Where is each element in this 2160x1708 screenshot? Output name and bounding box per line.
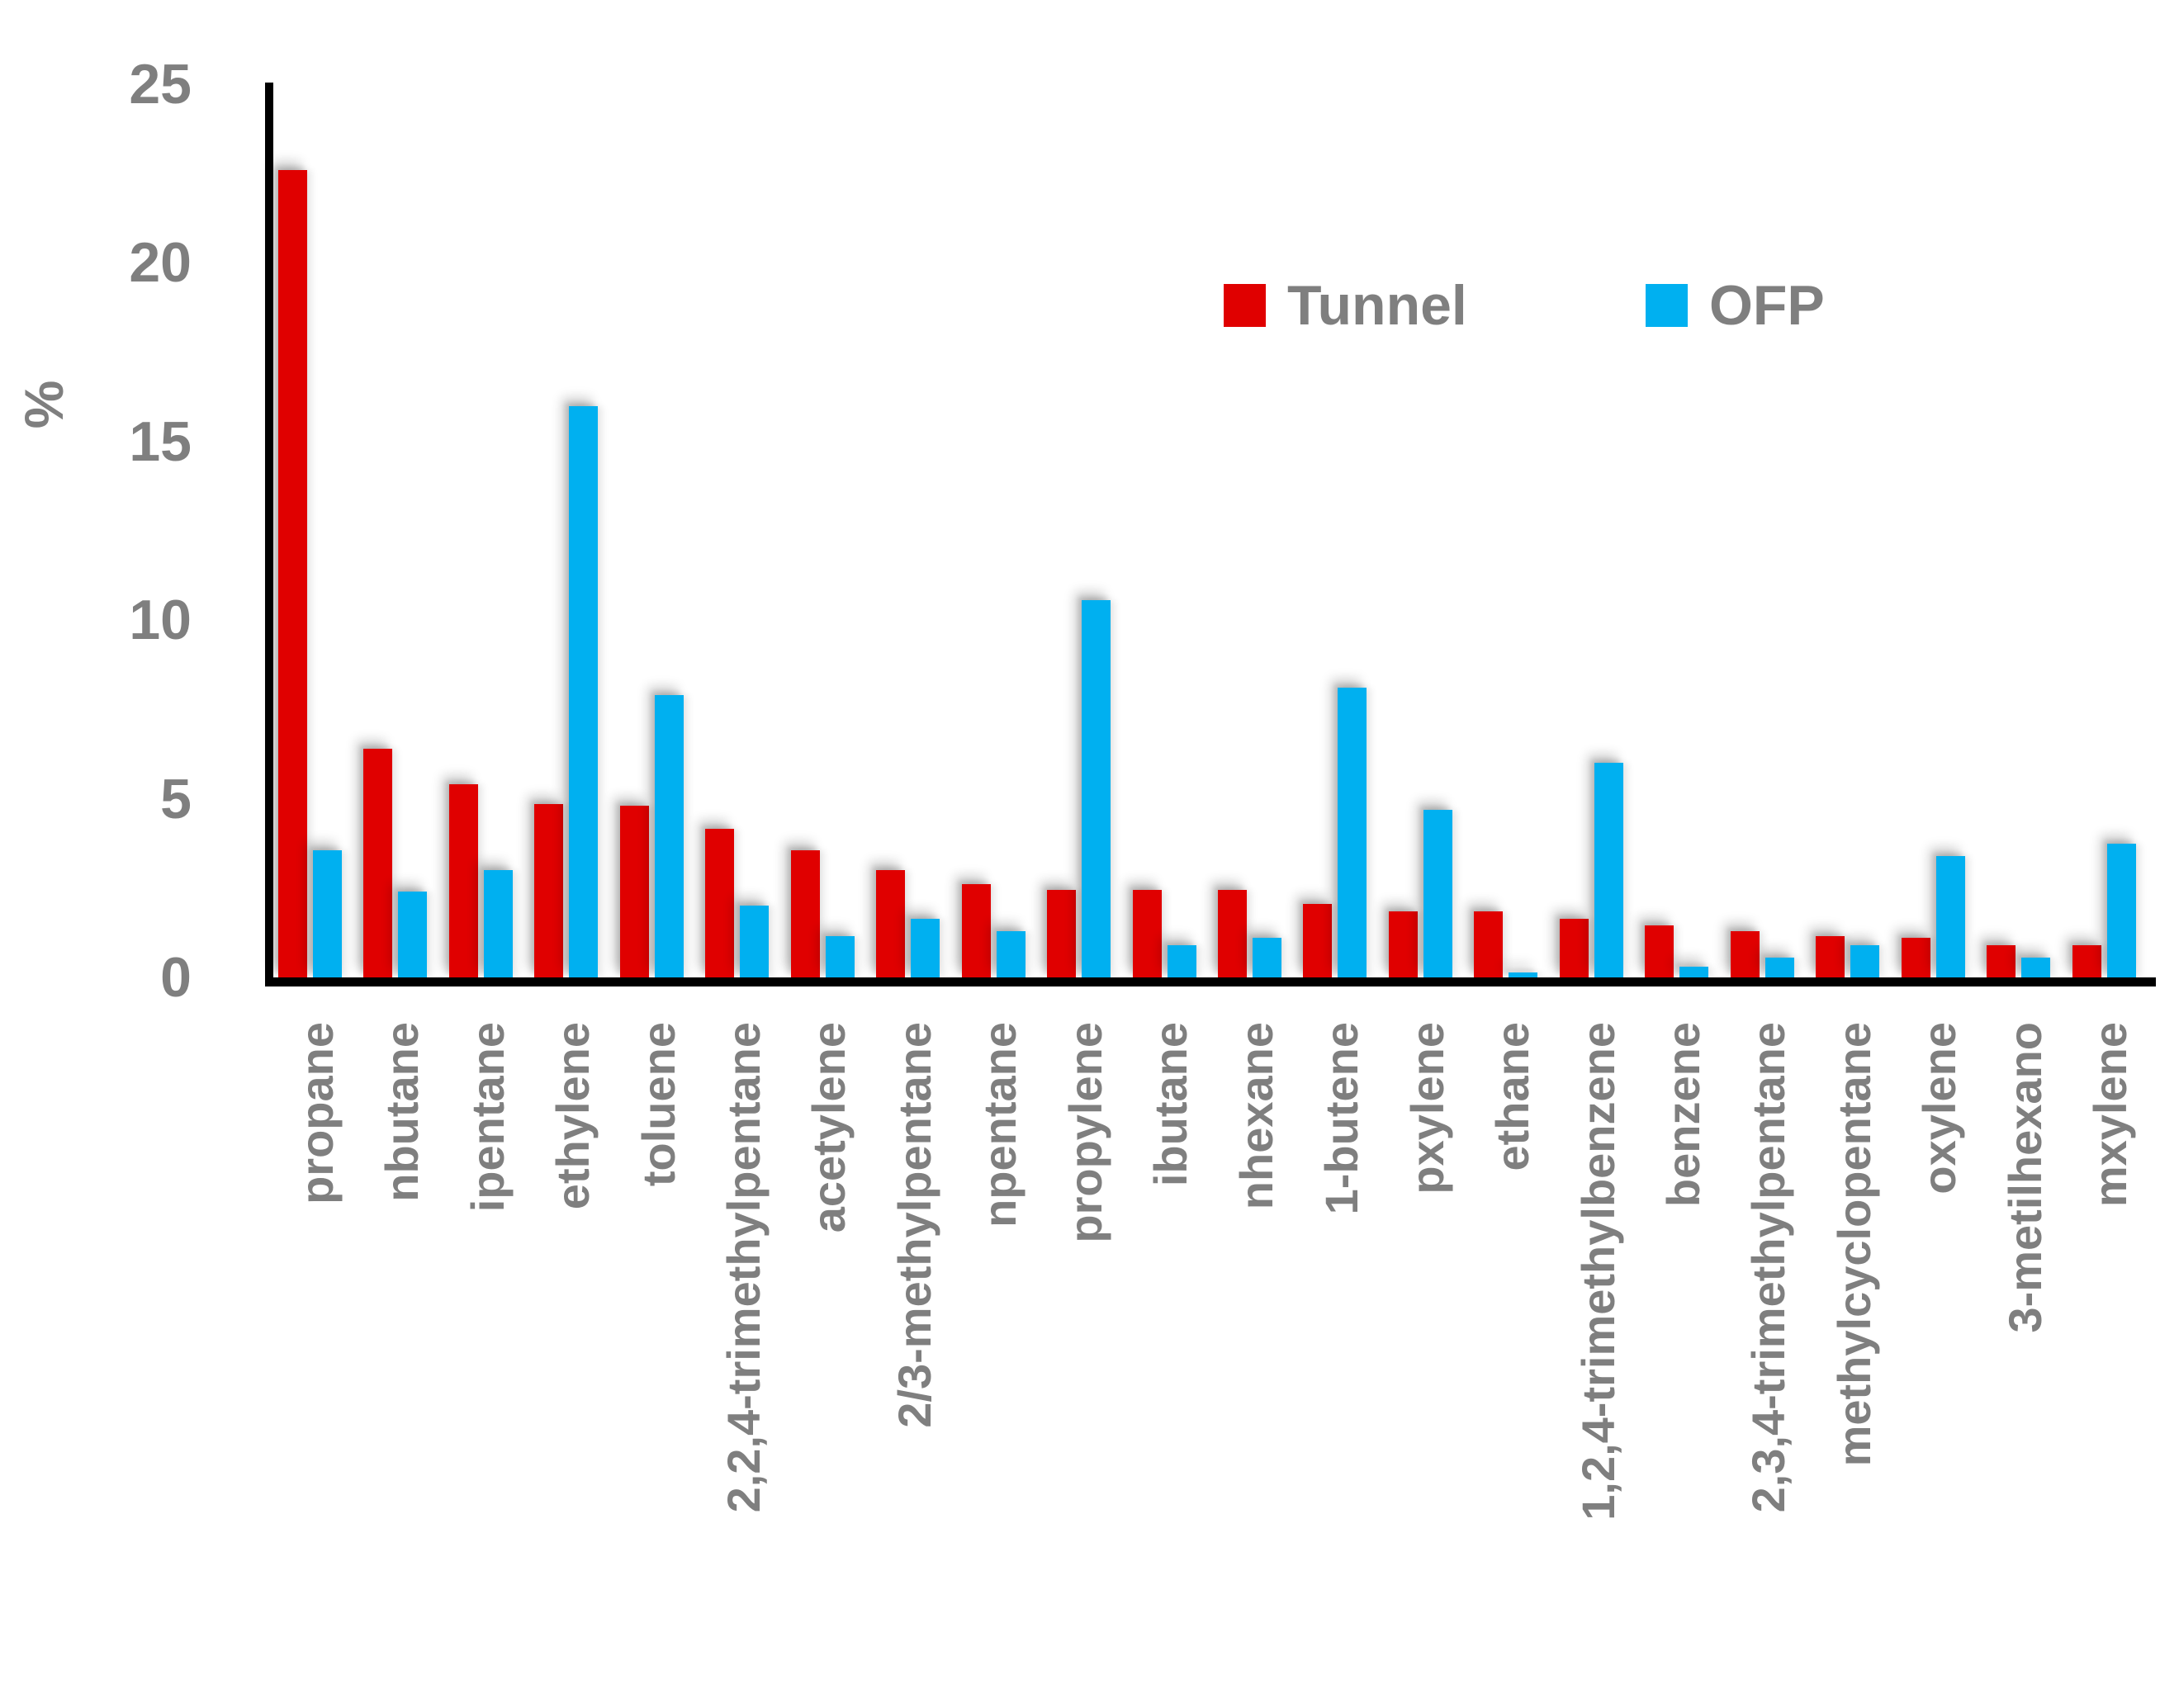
y-tick-label: 5 bbox=[160, 767, 192, 830]
x-tick-label-mxylene: mxylene bbox=[2084, 1022, 2137, 1208]
bar-tunnel-methylcyclopentane bbox=[1816, 936, 1845, 977]
bar-ofp-oxylene bbox=[1935, 855, 1965, 977]
bar-tunnel-nbutane bbox=[363, 749, 393, 977]
bar-ofp-nbutane bbox=[398, 892, 428, 977]
bar-ofp-methylcyclopentane bbox=[1850, 945, 1880, 977]
bar-ofp-1-2-4-trimethylbenzene bbox=[1594, 763, 1623, 977]
bar-tunnel-ethane bbox=[1474, 911, 1504, 977]
bar-ofp-3-metilhexano bbox=[2021, 958, 2051, 977]
bar-tunnel-2-3-methylpentane bbox=[876, 870, 906, 977]
bar-tunnel-benzene bbox=[1645, 925, 1674, 977]
legend-item-ofp: OFP bbox=[1646, 277, 1825, 334]
bar-ofp-propylene bbox=[1082, 600, 1111, 977]
x-tick-label-pxylene: pxylene bbox=[1400, 1022, 1453, 1195]
bar-ofp-2-3-4-trimethylpentane bbox=[1764, 958, 1794, 977]
y-axis-line bbox=[265, 83, 273, 986]
x-tick-label-2-2-4-trimethylpentane: 2,2,4-trimethylpentane bbox=[718, 1022, 770, 1513]
bar-tunnel-2-3-4-trimethylpentane bbox=[1730, 930, 1760, 977]
x-tick-label-1-2-4-trimethylbenzene: 1,2,4-trimethylbenzene bbox=[1571, 1022, 1624, 1521]
legend-label-tunnel: Tunnel bbox=[1287, 274, 1467, 337]
x-tick-label-2-3-methylpentane: 2/3-methylpentane bbox=[888, 1022, 940, 1428]
bar-ofp-nhexane bbox=[1253, 938, 1281, 977]
x-tick-label-toluene: toluene bbox=[632, 1022, 684, 1187]
x-tick-label-1-butene: 1-butene bbox=[1315, 1022, 1368, 1215]
y-tick-label: 25 bbox=[129, 53, 192, 116]
x-tick-label-methylcyclopentane: methylcyclopentane bbox=[1827, 1022, 1880, 1467]
bar-tunnel-propane bbox=[278, 169, 307, 977]
bar-tunnel-ibutane bbox=[1132, 889, 1162, 977]
x-tick-label-benzene: benzene bbox=[1657, 1022, 1709, 1208]
bar-ofp-benzene bbox=[1679, 967, 1709, 977]
bar-ofp-toluene bbox=[654, 695, 684, 977]
bar-tunnel-nhexane bbox=[1218, 889, 1247, 977]
legend-swatch-tunnel-icon bbox=[1224, 284, 1266, 327]
bar-tunnel-pxylene bbox=[1388, 911, 1418, 977]
bar-tunnel-ipentane bbox=[448, 784, 478, 977]
bar-ofp-propane bbox=[313, 850, 342, 977]
x-tick-label-3-metilhexano: 3-metilhexano bbox=[1998, 1022, 2051, 1333]
x-tick-label-npentane: npentane bbox=[973, 1022, 1026, 1228]
bar-ofp-ethylene bbox=[569, 405, 599, 977]
legend-label-ofp: OFP bbox=[1709, 274, 1825, 337]
x-tick-label-ethylene: ethylene bbox=[547, 1022, 599, 1210]
bar-tunnel-toluene bbox=[619, 806, 649, 977]
x-tick-label-propane: propane bbox=[290, 1022, 343, 1204]
bar-tunnel-npentane bbox=[961, 884, 991, 977]
x-tick-label-ethane: ethane bbox=[1486, 1022, 1539, 1171]
bar-ofp-ipentane bbox=[483, 870, 513, 977]
y-tick-label: 10 bbox=[129, 589, 192, 652]
bar-ofp-ibutane bbox=[1167, 945, 1196, 977]
y-tick-label: 0 bbox=[160, 946, 192, 1009]
bar-tunnel-mxylene bbox=[2072, 945, 2101, 977]
x-tick-label-propylene: propylene bbox=[1059, 1022, 1111, 1243]
bar-ofp-1-butene bbox=[1338, 688, 1367, 977]
bar-tunnel-1-2-4-trimethylbenzene bbox=[1559, 918, 1589, 977]
bar-tunnel-oxylene bbox=[1901, 938, 1930, 977]
x-tick-label-nhexane: nhexane bbox=[1229, 1022, 1282, 1210]
bar-ofp-acetylene bbox=[825, 936, 855, 977]
bar-ofp-2-2-4-trimethylpentane bbox=[740, 906, 770, 977]
y-tick-label: 15 bbox=[129, 409, 192, 473]
bar-ofp-2-3-methylpentane bbox=[911, 918, 940, 977]
legend-swatch-ofp-icon bbox=[1646, 284, 1688, 327]
bar-tunnel-1-butene bbox=[1303, 904, 1333, 977]
bar-ofp-ethane bbox=[1509, 972, 1538, 977]
bar-ofp-mxylene bbox=[2106, 843, 2136, 977]
bar-ofp-pxylene bbox=[1423, 809, 1452, 977]
bar-tunnel-2-2-4-trimethylpentane bbox=[705, 829, 735, 977]
legend-item-tunnel: Tunnel bbox=[1224, 277, 1467, 334]
x-tick-label-acetylene: acetylene bbox=[803, 1022, 855, 1233]
bar-tunnel-acetylene bbox=[790, 850, 820, 977]
bar-ofp-npentane bbox=[996, 930, 1026, 977]
x-tick-label-nbutane: nbutane bbox=[376, 1022, 429, 1202]
bar-tunnel-propylene bbox=[1047, 889, 1077, 977]
bar-tunnel-3-metilhexano bbox=[1987, 945, 2016, 977]
x-tick-label-ibutane: ibutane bbox=[1144, 1022, 1197, 1187]
x-tick-label-ipentane: ipentane bbox=[461, 1022, 514, 1213]
bar-tunnel-ethylene bbox=[534, 804, 564, 977]
x-tick-label-2-3-4-trimethylpentane: 2,3,4-trimethylpentane bbox=[1742, 1022, 1795, 1513]
y-tick-label: 20 bbox=[129, 231, 192, 295]
x-tick-label-oxylene: oxylene bbox=[1913, 1022, 1966, 1195]
x-axis-line bbox=[265, 977, 2156, 986]
